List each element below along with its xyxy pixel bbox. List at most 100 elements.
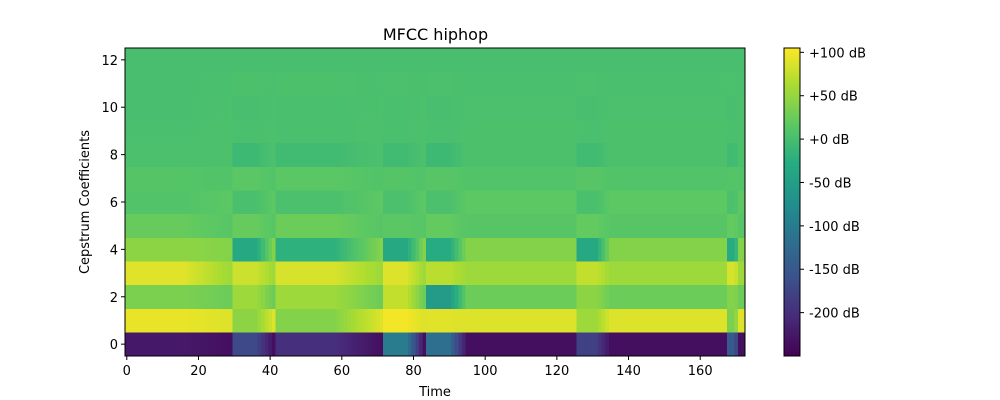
heatmap-cell bbox=[558, 332, 563, 357]
heatmap-cell bbox=[375, 308, 381, 333]
heatmap-cell bbox=[368, 166, 373, 191]
heatmap-cell bbox=[200, 190, 205, 215]
heatmap-cell bbox=[261, 190, 266, 215]
heatmap-cell bbox=[422, 48, 427, 72]
heatmap-cell bbox=[605, 48, 610, 72]
heatmap-cell bbox=[522, 213, 527, 238]
heatmap-cell bbox=[282, 166, 287, 191]
heatmap-cell bbox=[522, 95, 527, 120]
heatmap-cell bbox=[558, 213, 563, 238]
heatmap-cell bbox=[411, 261, 416, 286]
heatmap-cell bbox=[350, 190, 355, 215]
heatmap-cell bbox=[200, 213, 205, 238]
heatmap-cell bbox=[562, 190, 567, 215]
heatmap-cell bbox=[228, 48, 234, 72]
heatmap-cell bbox=[203, 190, 209, 215]
heatmap-cell bbox=[203, 213, 209, 238]
heatmap-cell bbox=[612, 213, 617, 238]
heatmap-cell bbox=[601, 166, 606, 191]
heatmap-cell bbox=[587, 119, 592, 144]
heatmap-cell bbox=[139, 95, 144, 120]
heatmap-cell bbox=[723, 166, 728, 191]
heatmap-cell bbox=[658, 190, 664, 215]
heatmap-cell bbox=[207, 213, 212, 238]
heatmap-cell bbox=[340, 308, 345, 333]
heatmap-cell bbox=[540, 71, 545, 96]
heatmap-cell bbox=[146, 48, 151, 72]
heatmap-cell bbox=[691, 261, 696, 286]
heatmap-cell bbox=[243, 119, 248, 144]
heatmap-cell bbox=[171, 332, 176, 357]
heatmap-cell bbox=[189, 213, 194, 238]
heatmap-cell bbox=[171, 237, 176, 262]
heatmap-cell bbox=[150, 142, 155, 167]
heatmap-cell bbox=[146, 142, 151, 167]
heatmap-cell bbox=[257, 308, 262, 333]
heatmap-cell bbox=[150, 308, 155, 333]
heatmap-cell bbox=[390, 284, 395, 309]
heatmap-cell bbox=[522, 308, 527, 333]
heatmap-cell bbox=[332, 308, 338, 333]
heatmap-cell bbox=[734, 71, 739, 96]
heatmap-cell bbox=[644, 166, 649, 191]
heatmap-cell bbox=[598, 119, 603, 144]
heatmap-cell bbox=[730, 119, 735, 144]
heatmap-cell bbox=[279, 48, 284, 72]
heatmap-cell bbox=[684, 71, 689, 96]
heatmap-cell bbox=[737, 95, 743, 120]
heatmap-cell bbox=[228, 308, 234, 333]
heatmap-cell bbox=[150, 95, 155, 120]
heatmap-cell bbox=[544, 237, 549, 262]
heatmap-cell bbox=[469, 71, 474, 96]
heatmap-cell bbox=[347, 213, 352, 238]
heatmap-cell bbox=[515, 119, 520, 144]
heatmap-cell bbox=[637, 237, 642, 262]
heatmap-cell bbox=[400, 237, 406, 262]
heatmap-cell bbox=[228, 119, 234, 144]
heatmap-cell bbox=[443, 237, 449, 262]
heatmap-cell bbox=[458, 95, 463, 120]
heatmap-cell bbox=[250, 213, 255, 238]
heatmap-cell bbox=[572, 237, 578, 262]
heatmap-cell bbox=[569, 166, 574, 191]
heatmap-cell bbox=[314, 261, 320, 286]
heatmap-cell bbox=[486, 48, 492, 72]
heatmap-cell bbox=[297, 332, 302, 357]
heatmap-cell bbox=[304, 142, 309, 167]
heatmap-cell bbox=[583, 237, 588, 262]
heatmap-cell bbox=[529, 213, 535, 238]
heatmap-cell bbox=[676, 95, 682, 120]
heatmap-cell bbox=[587, 71, 592, 96]
heatmap-cell bbox=[189, 237, 194, 262]
heatmap-cell bbox=[583, 284, 588, 309]
heatmap-cell bbox=[372, 95, 377, 120]
heatmap-cell bbox=[261, 213, 266, 238]
heatmap-cell bbox=[318, 166, 323, 191]
heatmap-cell bbox=[175, 166, 180, 191]
heatmap-cell bbox=[426, 261, 431, 286]
heatmap-cell bbox=[451, 48, 456, 72]
heatmap-cell bbox=[375, 190, 381, 215]
heatmap-cell bbox=[239, 308, 244, 333]
heatmap-cell bbox=[666, 261, 671, 286]
heatmap-cell bbox=[691, 166, 696, 191]
heatmap-cell bbox=[332, 71, 338, 96]
heatmap-cell bbox=[512, 308, 517, 333]
heatmap-cell bbox=[390, 48, 395, 72]
heatmap-cell bbox=[508, 166, 513, 191]
heatmap-cell bbox=[615, 308, 621, 333]
heatmap-cell bbox=[572, 166, 578, 191]
heatmap-cell bbox=[562, 308, 567, 333]
heatmap-cell bbox=[576, 308, 581, 333]
heatmap-cell bbox=[164, 190, 169, 215]
heatmap-cell bbox=[504, 284, 510, 309]
heatmap-cell bbox=[211, 237, 216, 262]
heatmap-cell bbox=[189, 71, 194, 96]
heatmap-cell bbox=[322, 190, 327, 215]
heatmap-cell bbox=[347, 71, 352, 96]
heatmap-cell bbox=[329, 213, 334, 238]
heatmap-cell bbox=[486, 261, 492, 286]
heatmap-cell bbox=[623, 166, 628, 191]
heatmap-cell bbox=[587, 142, 592, 167]
heatmap-cell bbox=[512, 142, 517, 167]
